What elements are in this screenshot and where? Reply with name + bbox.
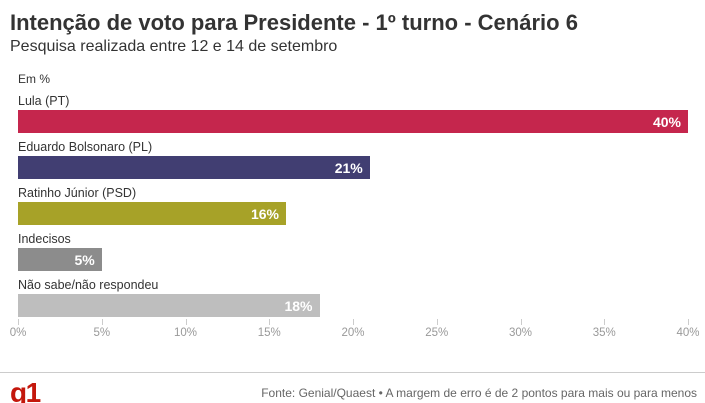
bar: 16% bbox=[18, 202, 286, 225]
axis-tick-label: 30% bbox=[508, 327, 533, 339]
bar: 5% bbox=[18, 248, 102, 271]
bar-category-label: Ratinho Júnior (PSD) bbox=[18, 186, 137, 200]
axis-tick bbox=[353, 319, 354, 325]
bar-row: Eduardo Bolsonaro (PL) 21% bbox=[18, 140, 688, 179]
bar: 40% bbox=[18, 110, 688, 133]
axis-tick-label: 10% bbox=[173, 327, 198, 339]
axis-tick-label: 35% bbox=[592, 327, 616, 339]
x-axis: 0% 5% 10% 15% 20% 25% 30% 35% 40% bbox=[10, 319, 700, 343]
axis-tick bbox=[185, 319, 187, 325]
bar-value-label: 16% bbox=[250, 205, 279, 222]
axis-tick-label: 25% bbox=[425, 327, 449, 339]
axis-tick-label: 5% bbox=[93, 327, 111, 339]
bar-category-label: Eduardo Bolsonaro (PL) bbox=[18, 140, 153, 154]
g1-logo: g1 bbox=[10, 377, 41, 403]
axis-tick bbox=[520, 319, 522, 325]
bar-value-label: 40% bbox=[652, 113, 681, 130]
bar-row: Indecisos 5% bbox=[18, 232, 688, 271]
bar-category-label: Indecisos bbox=[18, 232, 71, 246]
chart-title: Intenção de voto para Presidente - 1º tu… bbox=[10, 10, 578, 35]
axis-tick bbox=[604, 319, 606, 325]
unit-label: Em % bbox=[18, 72, 51, 86]
bar: 18% bbox=[18, 294, 320, 317]
bar-category-label: Não sabe/não respondeu bbox=[18, 278, 159, 292]
source-text: Fonte: Genial/Quaest • A margem de erro … bbox=[261, 386, 697, 400]
bar-value-label: 5% bbox=[74, 251, 95, 268]
bar-row: Lula (PT) 40% bbox=[18, 94, 688, 133]
bar-category-label: Lula (PT) bbox=[18, 94, 70, 108]
axis-tick-label: 0% bbox=[9, 327, 27, 339]
bar-chart: Lula (PT) 40% Eduardo Bolsonaro (PL) 21% Rat… bbox=[18, 94, 688, 317]
bar-value-label: 18% bbox=[284, 297, 313, 314]
axis-tick bbox=[436, 319, 438, 325]
axis-tick bbox=[688, 319, 689, 325]
axis-tick bbox=[101, 319, 103, 325]
axis-tick bbox=[18, 319, 19, 325]
axis-tick-label: 15% bbox=[257, 327, 281, 339]
bar: 21% bbox=[18, 156, 370, 179]
bar-value-label: 21% bbox=[334, 159, 363, 176]
bar-row: Não sabe/não respondeu 18% bbox=[18, 278, 688, 317]
axis-tick bbox=[269, 319, 271, 325]
poll-infographic: Intenção de voto para Presidente - 1º tu… bbox=[0, 10, 705, 403]
chart-subtitle: Pesquisa realizada entre 12 e 14 de sete… bbox=[10, 38, 338, 55]
bar-row: Ratinho Júnior (PSD) 16% bbox=[18, 186, 688, 225]
axis-tick-label: 40% bbox=[676, 327, 700, 339]
axis-tick-label: 20% bbox=[341, 327, 365, 339]
footer: g1 Fonte: Genial/Quaest • A margem de er… bbox=[0, 372, 705, 403]
